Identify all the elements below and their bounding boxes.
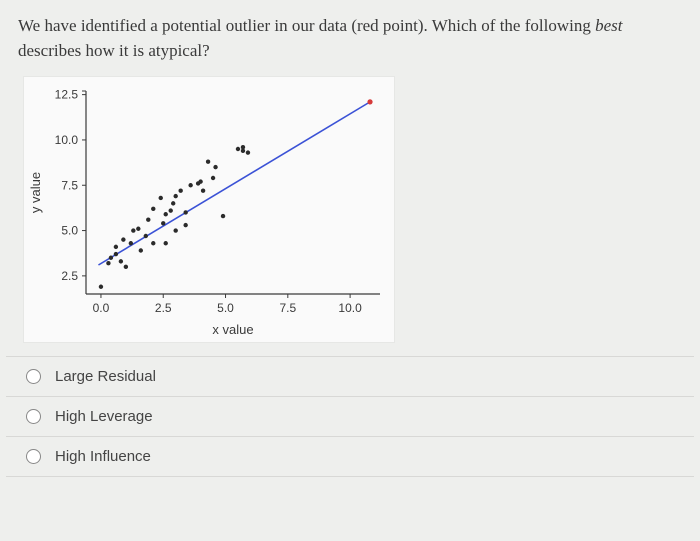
option-high-leverage[interactable]: High Leverage bbox=[6, 396, 694, 436]
radio-icon bbox=[26, 369, 41, 384]
svg-text:0.0: 0.0 bbox=[93, 301, 110, 315]
svg-text:2.5: 2.5 bbox=[155, 301, 172, 315]
svg-text:10.0: 10.0 bbox=[55, 133, 79, 147]
svg-text:7.5: 7.5 bbox=[61, 179, 78, 193]
question-post: describes how it is atypical? bbox=[18, 41, 210, 60]
svg-text:5.0: 5.0 bbox=[217, 301, 234, 315]
svg-text:5.0: 5.0 bbox=[61, 224, 78, 238]
option-large-residual[interactable]: Large Residual bbox=[6, 356, 694, 396]
svg-text:y value: y value bbox=[28, 172, 43, 213]
svg-text:x value: x value bbox=[212, 322, 253, 337]
options-list: Large Residual High Leverage High Influe… bbox=[6, 356, 694, 477]
option-label: Large Residual bbox=[55, 368, 156, 385]
question-text: We have identified a potential outlier i… bbox=[0, 0, 700, 73]
question-pre: We have identified a potential outlier i… bbox=[18, 16, 595, 35]
option-label: High Leverage bbox=[55, 408, 153, 425]
option-high-influence[interactable]: High Influence bbox=[6, 436, 694, 477]
scatter-chart: 2.5 5.0 7.5 10.0 12.5 0.0 2.5 5.0 7.5 10.0 x value… bbox=[24, 77, 394, 342]
svg-text:7.5: 7.5 bbox=[279, 301, 296, 315]
radio-icon bbox=[26, 449, 41, 464]
question-emph: best bbox=[595, 16, 622, 35]
svg-text:2.5: 2.5 bbox=[61, 269, 78, 283]
svg-text:12.5: 12.5 bbox=[55, 88, 79, 102]
option-label: High Influence bbox=[55, 448, 151, 465]
radio-icon bbox=[26, 409, 41, 424]
svg-text:10.0: 10.0 bbox=[338, 301, 362, 315]
chart-container: 2.5 5.0 7.5 10.0 12.5 0.0 2.5 5.0 7.5 10.0 x value… bbox=[24, 77, 394, 342]
